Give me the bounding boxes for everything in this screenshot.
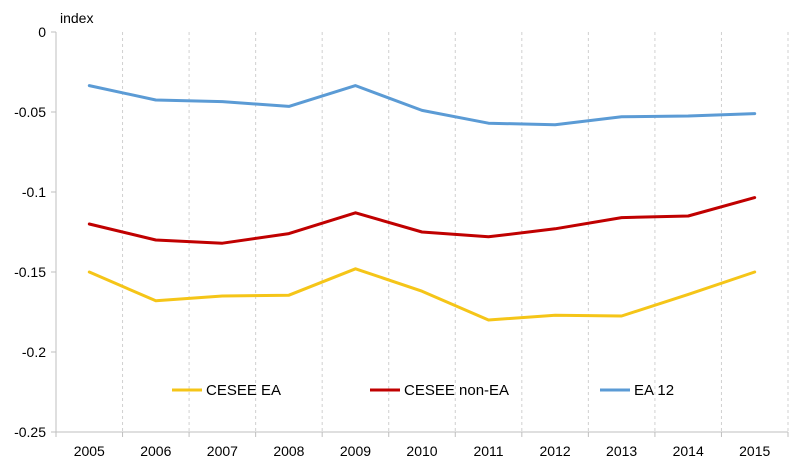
legend-label: EA 12	[634, 382, 674, 399]
x-tick-label: 2011	[473, 443, 503, 459]
y-tick-label: -0.1	[22, 184, 46, 200]
y-tick-label: -0.25	[14, 424, 46, 440]
series-line-cesee-ea	[87, 267, 757, 322]
series-lines	[87, 84, 757, 322]
y-tick-label: -0.15	[14, 264, 46, 280]
x-tick-label: 2010	[406, 443, 437, 459]
y-tick-label: -0.2	[22, 344, 46, 360]
x-tick-labels: 2005 2006 2007 2008 2009 2010 2011 2012 2013 2014…	[55, 432, 789, 459]
y-tick-labels: 0 -0.05 -0.1 -0.15 -0.2 -0.25	[14, 24, 56, 440]
x-tick-label: 2007	[207, 443, 238, 459]
y-tick-label: 0	[38, 24, 46, 40]
x-tick-label: 2014	[673, 443, 704, 459]
y-tick-label: -0.05	[14, 104, 46, 120]
legend-label: CESEE EA	[206, 382, 281, 399]
grid-lines	[122, 32, 789, 432]
x-tick-label: 2013	[606, 443, 637, 459]
y-unit-label: index	[60, 10, 93, 26]
series-line-ea-12	[87, 84, 757, 127]
series-line-cesee-non-ea	[87, 196, 757, 245]
x-tick-label: 2005	[74, 443, 105, 459]
x-tick-label: 2012	[540, 443, 571, 459]
x-tick-label: 2009	[340, 443, 371, 459]
x-tick-label: 2006	[140, 443, 171, 459]
legend-label: CESEE non-EA	[404, 382, 509, 399]
x-tick-label: 2008	[273, 443, 304, 459]
legend: CESEE EA CESEE non-EA EA 12	[172, 382, 674, 399]
x-tick-label: 2015	[739, 443, 770, 459]
